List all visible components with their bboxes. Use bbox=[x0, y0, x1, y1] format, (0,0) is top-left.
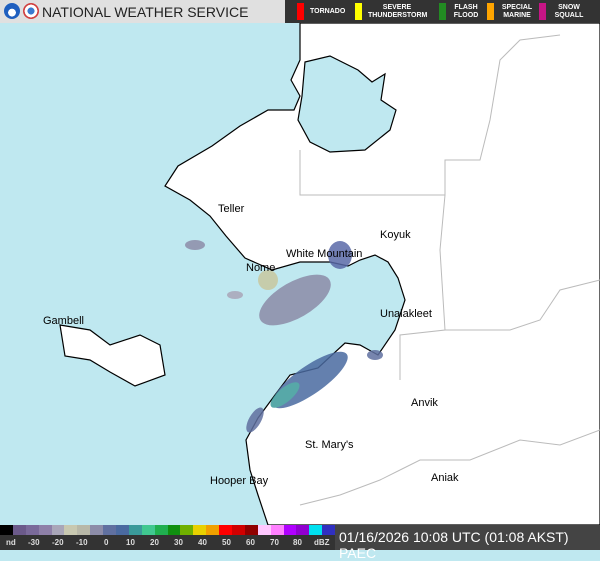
scale-tick: -30 bbox=[28, 538, 40, 547]
squall-swatch bbox=[539, 3, 546, 20]
legend-special-marine: SPECIAL MARINE bbox=[487, 2, 534, 21]
scale-tick: 30 bbox=[174, 538, 183, 547]
scale-tick: 10 bbox=[126, 538, 135, 547]
scale-color-step bbox=[0, 525, 13, 535]
scale-color-step bbox=[90, 525, 104, 535]
city-label: Teller bbox=[218, 203, 245, 215]
scale-color-step bbox=[296, 525, 310, 535]
scale-tick: 80 bbox=[293, 538, 302, 547]
legend-snow-squall: SNOW SQUALL bbox=[539, 2, 586, 21]
header: NATIONAL WEATHER SERVICE TORNADO SEVERE … bbox=[0, 0, 600, 23]
scale-color-step bbox=[25, 525, 39, 535]
scale-color-step bbox=[309, 525, 323, 535]
legend-label: FLASH FLOOD bbox=[453, 3, 479, 19]
scale-tick: dBZ bbox=[314, 538, 330, 547]
tornado-swatch bbox=[297, 3, 304, 20]
scale-color-step bbox=[154, 525, 168, 535]
city-label: Anvik bbox=[411, 397, 438, 409]
scale-tick: 20 bbox=[150, 538, 159, 547]
scale-tick: 40 bbox=[198, 538, 207, 547]
city-label: Hooper Bay bbox=[210, 475, 269, 487]
page-title: NATIONAL WEATHER SERVICE bbox=[42, 4, 249, 20]
scale-color-step bbox=[283, 525, 297, 535]
scale-color-step bbox=[103, 525, 117, 535]
scale-tick: -10 bbox=[76, 538, 88, 547]
city-label: Unalakleet bbox=[380, 308, 432, 320]
scale-tick: 60 bbox=[246, 538, 255, 547]
dbz-color-bar bbox=[0, 525, 336, 535]
station-id: PAEC bbox=[339, 545, 377, 561]
legend-label: SNOW SQUALL bbox=[554, 3, 584, 19]
footer: nd -30 -20 -10 0 10 20 30 40 50 60 70 80… bbox=[0, 525, 600, 561]
scale-color-step bbox=[270, 525, 284, 535]
scale-color-step bbox=[38, 525, 52, 535]
scale-color-step bbox=[141, 525, 155, 535]
city-label: White Mountain bbox=[286, 248, 363, 260]
borders bbox=[299, 34, 600, 506]
scale-color-step bbox=[244, 525, 258, 535]
city-label: Koyuk bbox=[380, 229, 411, 241]
scale-tick: 70 bbox=[270, 538, 279, 547]
flood-swatch bbox=[439, 3, 446, 20]
scale-color-step bbox=[128, 525, 142, 535]
scale-color-step bbox=[257, 525, 271, 535]
title-bar: NATIONAL WEATHER SERVICE bbox=[0, 0, 285, 23]
scale-color-step bbox=[64, 525, 78, 535]
legend-label: SEVERE THUNDERSTORM bbox=[368, 3, 428, 19]
timestamp: 01/16/2026 10:08 UTC (01:08 AKST) PAEC bbox=[339, 529, 600, 561]
noaa-logo-icon bbox=[4, 3, 20, 19]
severe-swatch bbox=[355, 3, 362, 20]
nws-logo-icon bbox=[23, 3, 39, 19]
scale-color-step bbox=[180, 525, 194, 535]
scale-color-step bbox=[232, 525, 245, 535]
city-label: Nome bbox=[246, 262, 276, 274]
radar-map[interactable] bbox=[0, 23, 600, 525]
scale-tick: 50 bbox=[222, 538, 231, 547]
scale-color-step bbox=[193, 525, 207, 535]
scale-color-step bbox=[167, 525, 181, 535]
legend-tornado: TORNADO bbox=[297, 2, 345, 21]
city-label: St. Mary's bbox=[305, 439, 354, 451]
scale-tick: 0 bbox=[104, 538, 109, 547]
legend-flash-flood: FLASH FLOOD bbox=[439, 2, 480, 21]
scale-color-step bbox=[116, 525, 129, 535]
timestamp-text: 01/16/2026 10:08 UTC (01:08 AKST) bbox=[339, 529, 569, 545]
scale-color-step bbox=[77, 525, 91, 535]
warning-legend: TORNADO SEVERE THUNDERSTORM FLASH FLOOD … bbox=[285, 0, 600, 23]
scale-tick: nd bbox=[6, 538, 16, 547]
scale-tick: -20 bbox=[52, 538, 64, 547]
scale-color-step bbox=[12, 525, 26, 535]
marine-swatch bbox=[487, 3, 494, 20]
dbz-scale: nd -30 -20 -10 0 10 20 30 40 50 60 70 80… bbox=[0, 525, 336, 550]
kotzebue-sound bbox=[297, 55, 397, 153]
scale-color-step bbox=[322, 525, 336, 535]
scale-color-step bbox=[206, 525, 220, 535]
city-label: Aniak bbox=[431, 472, 459, 484]
scale-color-step bbox=[219, 525, 233, 535]
radar-echoes bbox=[185, 240, 383, 433]
legend-label: SPECIAL MARINE bbox=[501, 3, 533, 19]
legend-label: TORNADO bbox=[310, 7, 346, 15]
legend-severe-thunderstorm: SEVERE THUNDERSTORM bbox=[355, 2, 428, 21]
city-label: Gambell bbox=[43, 315, 84, 327]
st-lawrence-island bbox=[59, 324, 166, 387]
scale-color-step bbox=[51, 525, 65, 535]
